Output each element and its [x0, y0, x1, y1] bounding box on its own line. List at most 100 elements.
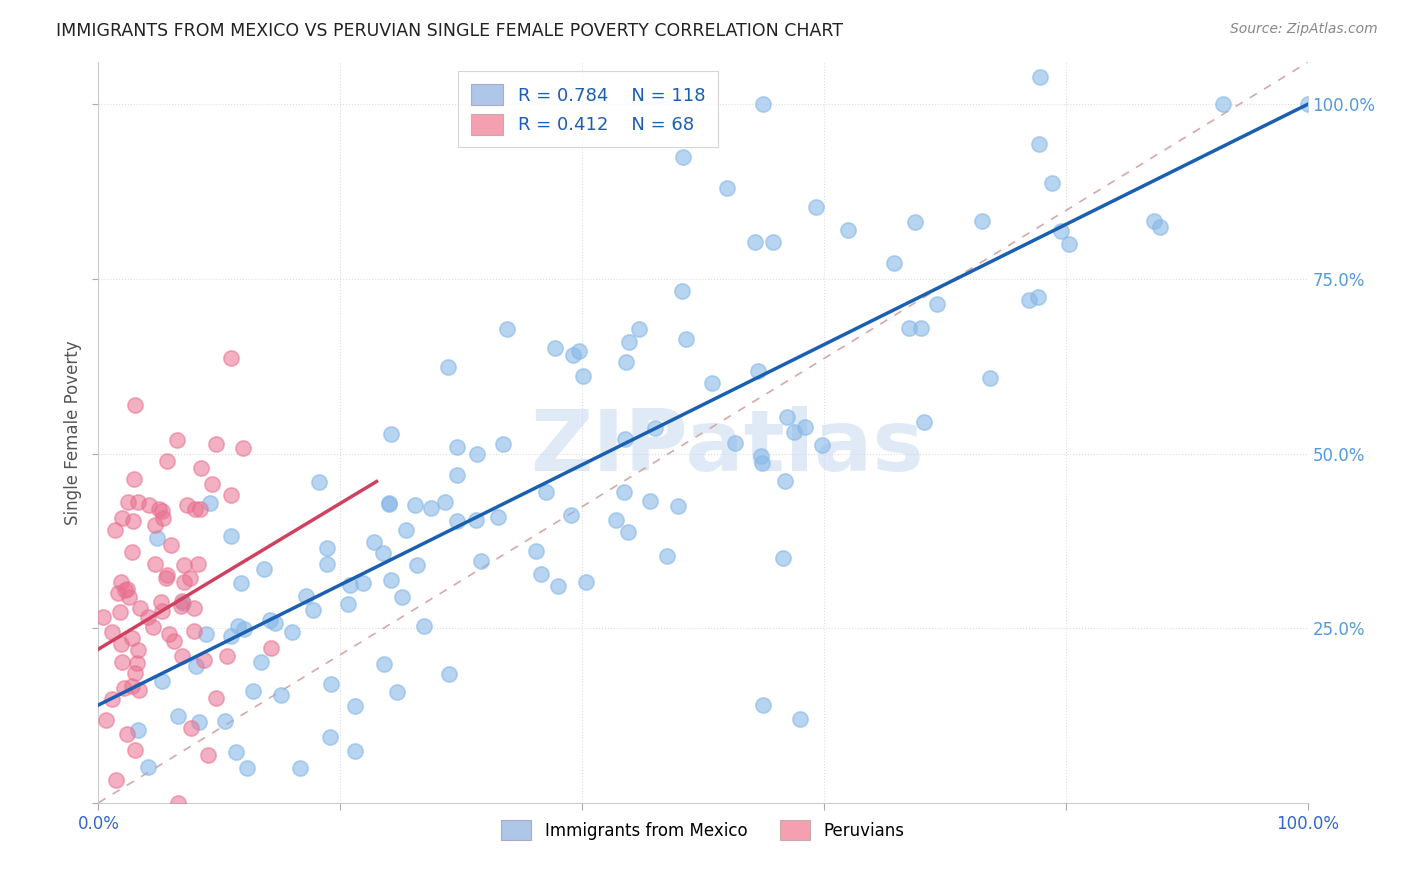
Point	[214, 714, 236, 728]
Point	[128, 682, 150, 697]
Point	[1057, 236, 1080, 251]
Point	[127, 723, 149, 737]
Point	[121, 679, 143, 693]
Point	[773, 475, 796, 489]
Point	[572, 368, 595, 383]
Point	[201, 477, 224, 491]
Point	[560, 508, 582, 522]
Point	[125, 657, 148, 671]
Point	[744, 235, 766, 250]
Point	[904, 214, 927, 228]
Point	[344, 698, 367, 713]
Point	[233, 622, 256, 636]
Point	[138, 610, 160, 624]
Point	[617, 525, 640, 540]
Point	[281, 624, 304, 639]
Point	[219, 351, 242, 365]
Point	[108, 605, 131, 619]
Point	[122, 472, 145, 486]
Point	[219, 629, 242, 643]
Point	[150, 673, 173, 688]
Point	[605, 514, 627, 528]
Point	[260, 641, 283, 656]
Point	[352, 575, 374, 590]
Point	[183, 601, 205, 615]
Point	[783, 425, 806, 439]
Y-axis label: Single Female Poverty: Single Female Poverty	[63, 341, 82, 524]
Point	[93, 610, 115, 624]
Point	[190, 460, 212, 475]
Point	[167, 796, 190, 810]
Point	[1018, 293, 1040, 307]
Point	[446, 514, 468, 528]
Point	[1212, 97, 1234, 112]
Text: ZIPatlas: ZIPatlas	[530, 406, 924, 489]
Point	[221, 488, 243, 502]
Point	[883, 255, 905, 269]
Point	[188, 501, 211, 516]
Point	[496, 322, 519, 336]
Point	[339, 578, 361, 592]
Point	[302, 603, 325, 617]
Point	[184, 502, 207, 516]
Point	[104, 523, 127, 537]
Point	[385, 684, 408, 698]
Point	[187, 558, 209, 572]
Point	[751, 456, 773, 470]
Point	[315, 541, 337, 556]
Point	[101, 625, 124, 640]
Point	[219, 528, 242, 542]
Point	[152, 510, 174, 524]
Point	[378, 496, 401, 510]
Point	[1149, 220, 1171, 235]
Point	[344, 744, 367, 758]
Point	[671, 150, 693, 164]
Point	[127, 494, 149, 508]
Point	[380, 574, 402, 588]
Point	[395, 523, 418, 537]
Point	[115, 582, 138, 596]
Point	[195, 626, 218, 640]
Point	[752, 97, 775, 112]
Point	[253, 561, 276, 575]
Point	[127, 642, 149, 657]
Point	[115, 727, 138, 741]
Point	[205, 437, 228, 451]
Point	[568, 344, 591, 359]
Point	[1296, 97, 1319, 112]
Point	[547, 579, 569, 593]
Point	[136, 760, 159, 774]
Point	[1028, 290, 1050, 304]
Text: IMMIGRANTS FROM MEXICO VS PERUVIAN SINGLE FEMALE POVERTY CORRELATION CHART: IMMIGRANTS FROM MEXICO VS PERUVIAN SINGL…	[56, 22, 844, 40]
Point	[143, 558, 166, 572]
Point	[111, 655, 134, 669]
Point	[290, 761, 312, 775]
Point	[225, 746, 247, 760]
Point	[180, 721, 202, 735]
Point	[789, 712, 811, 726]
Point	[1040, 176, 1063, 190]
Point	[236, 761, 259, 775]
Point	[1029, 70, 1052, 84]
Point	[121, 545, 143, 559]
Point	[316, 557, 339, 571]
Point	[614, 355, 637, 369]
Point	[675, 333, 697, 347]
Point	[373, 657, 395, 671]
Point	[217, 649, 239, 664]
Point	[970, 214, 993, 228]
Point	[156, 454, 179, 468]
Point	[124, 743, 146, 757]
Point	[628, 322, 651, 336]
Point	[184, 659, 207, 673]
Point	[183, 624, 205, 639]
Point	[205, 691, 228, 706]
Point	[308, 475, 330, 489]
Point	[486, 510, 509, 524]
Point	[794, 420, 817, 434]
Legend: Immigrants from Mexico, Peruvians: Immigrants from Mexico, Peruvians	[495, 814, 911, 847]
Point	[107, 586, 129, 600]
Point	[762, 235, 785, 249]
Point	[157, 627, 180, 641]
Point	[406, 558, 429, 573]
